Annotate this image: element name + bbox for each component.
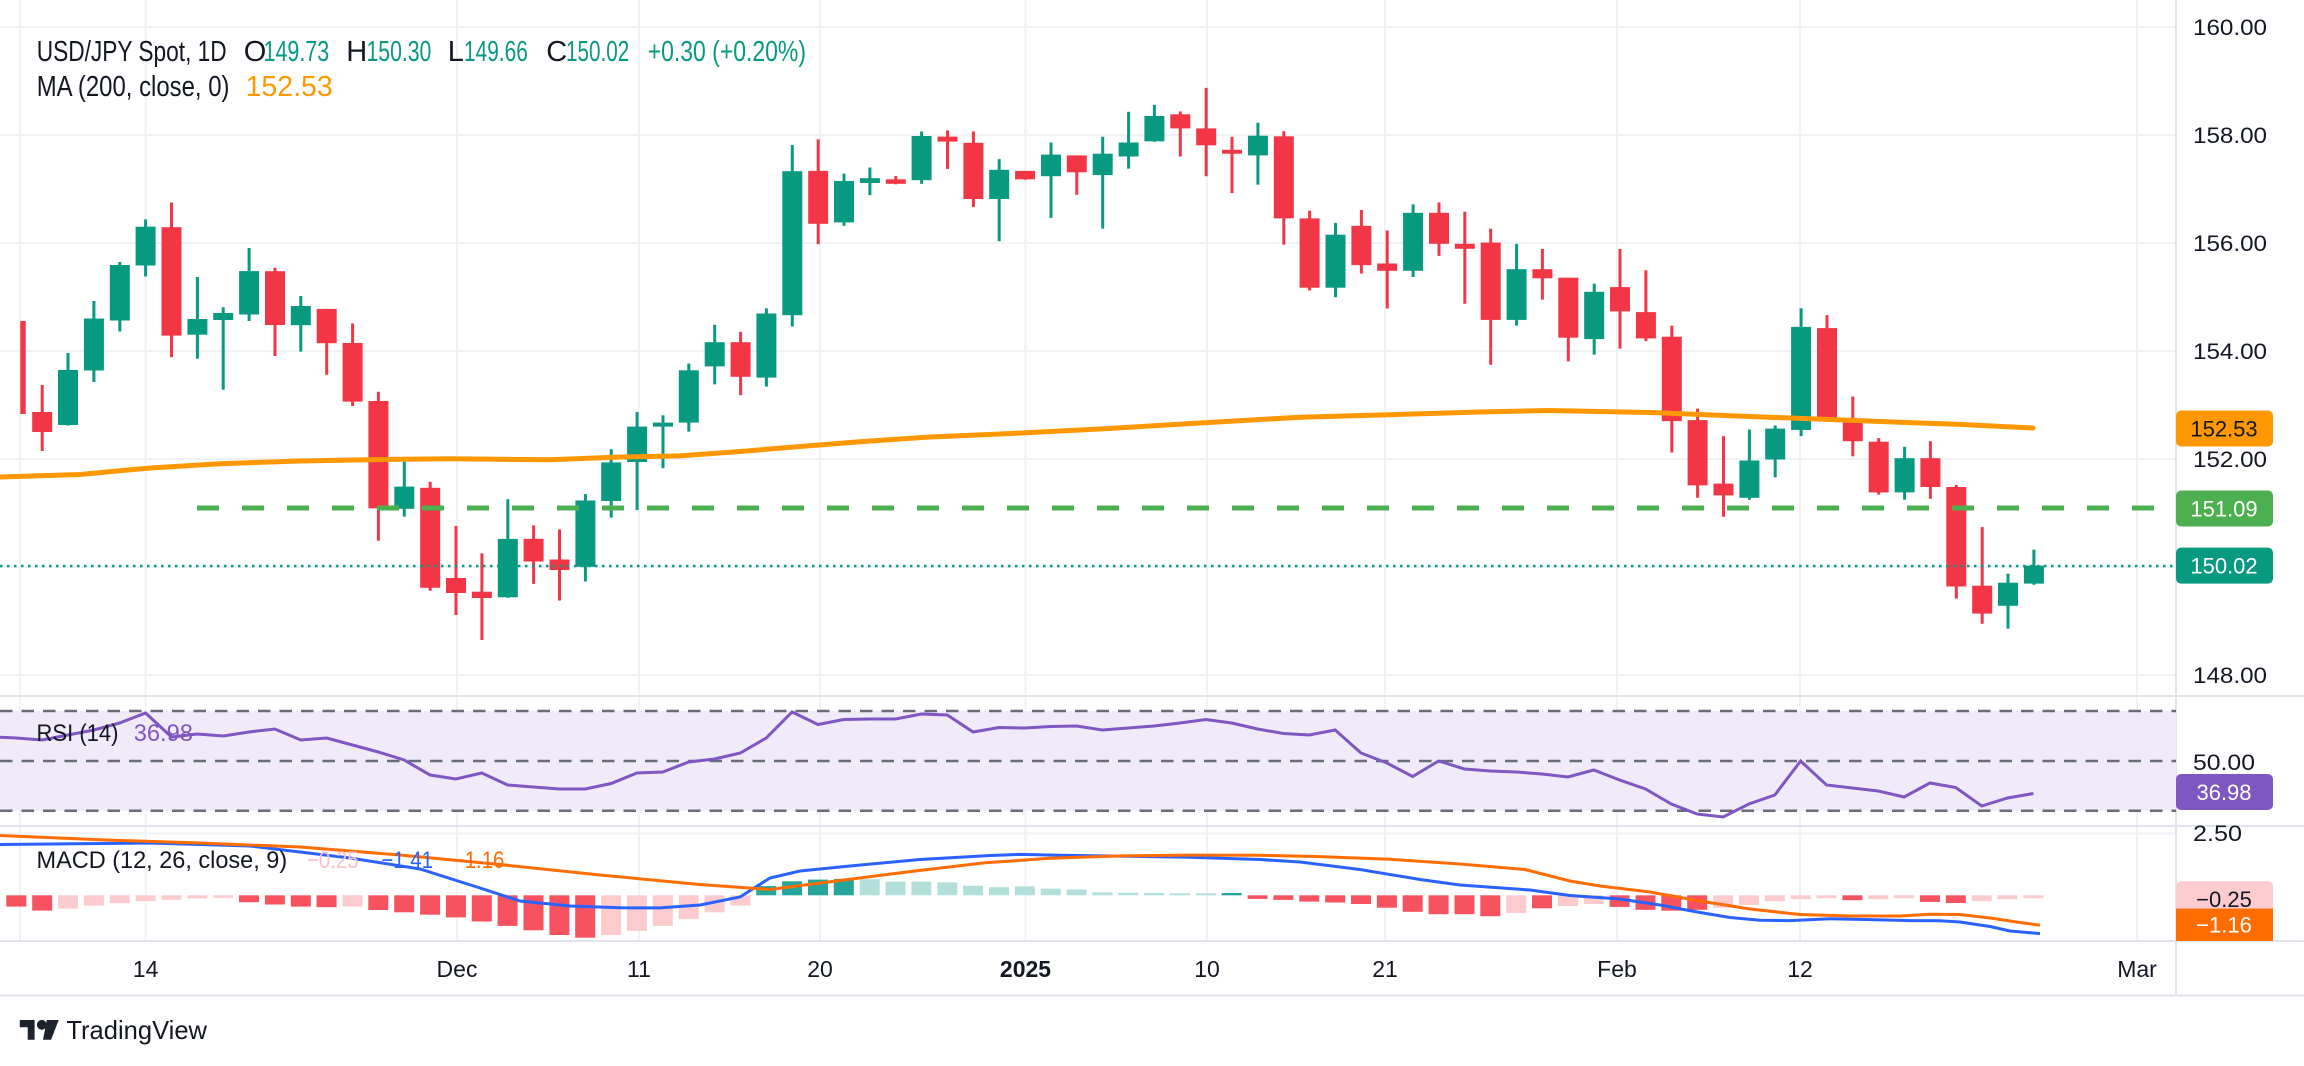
svg-text:USD/JPY Spot, 1D: USD/JPY Spot, 1D xyxy=(37,36,227,68)
svg-text:151.09: 151.09 xyxy=(2190,497,2257,522)
svg-text:14: 14 xyxy=(133,956,159,982)
svg-text:MA (200, close, 0): MA (200, close, 0) xyxy=(37,71,230,103)
svg-text:152.53: 152.53 xyxy=(246,71,333,103)
svg-text:O: O xyxy=(244,36,267,68)
svg-text:L: L xyxy=(448,36,464,68)
svg-text:H: H xyxy=(346,36,367,68)
svg-text:154.00: 154.00 xyxy=(2193,339,2267,364)
svg-text:50.00: 50.00 xyxy=(2193,750,2255,775)
svg-text:10: 10 xyxy=(1194,956,1220,982)
svg-text:Feb: Feb xyxy=(1597,956,1637,982)
svg-text:148.00: 148.00 xyxy=(2193,663,2267,688)
svg-text:−0.25: −0.25 xyxy=(307,847,359,874)
svg-text:2025: 2025 xyxy=(1000,956,1051,982)
svg-text:−1.16: −1.16 xyxy=(2196,913,2252,938)
svg-text:160.00: 160.00 xyxy=(2193,15,2267,40)
svg-text:36.98: 36.98 xyxy=(2196,780,2251,805)
svg-text:12: 12 xyxy=(1787,956,1813,982)
svg-text:+0.30 (+0.20%): +0.30 (+0.20%) xyxy=(648,36,806,68)
svg-text:RSI (14): RSI (14) xyxy=(37,720,119,747)
svg-text:156.00: 156.00 xyxy=(2193,231,2267,256)
svg-text:TradingView: TradingView xyxy=(66,1015,207,1045)
svg-text:−1.41: −1.41 xyxy=(381,847,433,874)
svg-text:C: C xyxy=(546,36,567,68)
svg-text:2.50: 2.50 xyxy=(2193,821,2242,846)
svg-text:21: 21 xyxy=(1372,956,1398,982)
svg-text:149.66: 149.66 xyxy=(464,36,528,68)
svg-text:11: 11 xyxy=(627,956,651,982)
svg-text:150.30: 150.30 xyxy=(367,36,432,68)
svg-text:20: 20 xyxy=(807,956,833,982)
svg-text:−0.25: −0.25 xyxy=(2196,887,2252,912)
svg-text:150.02: 150.02 xyxy=(2190,554,2257,579)
svg-text:Dec: Dec xyxy=(437,956,478,982)
svg-text:149.73: 149.73 xyxy=(264,36,330,68)
svg-text:Mar: Mar xyxy=(2117,956,2157,982)
svg-text:−1.16: −1.16 xyxy=(453,847,505,874)
svg-text:158.00: 158.00 xyxy=(2193,123,2267,148)
svg-text:152.53: 152.53 xyxy=(2190,417,2257,442)
svg-text:MACD (12, 26, close, 9): MACD (12, 26, close, 9) xyxy=(37,847,288,874)
svg-text:152.00: 152.00 xyxy=(2193,447,2267,472)
svg-text:150.02: 150.02 xyxy=(566,36,629,68)
svg-text:36.98: 36.98 xyxy=(134,720,193,747)
